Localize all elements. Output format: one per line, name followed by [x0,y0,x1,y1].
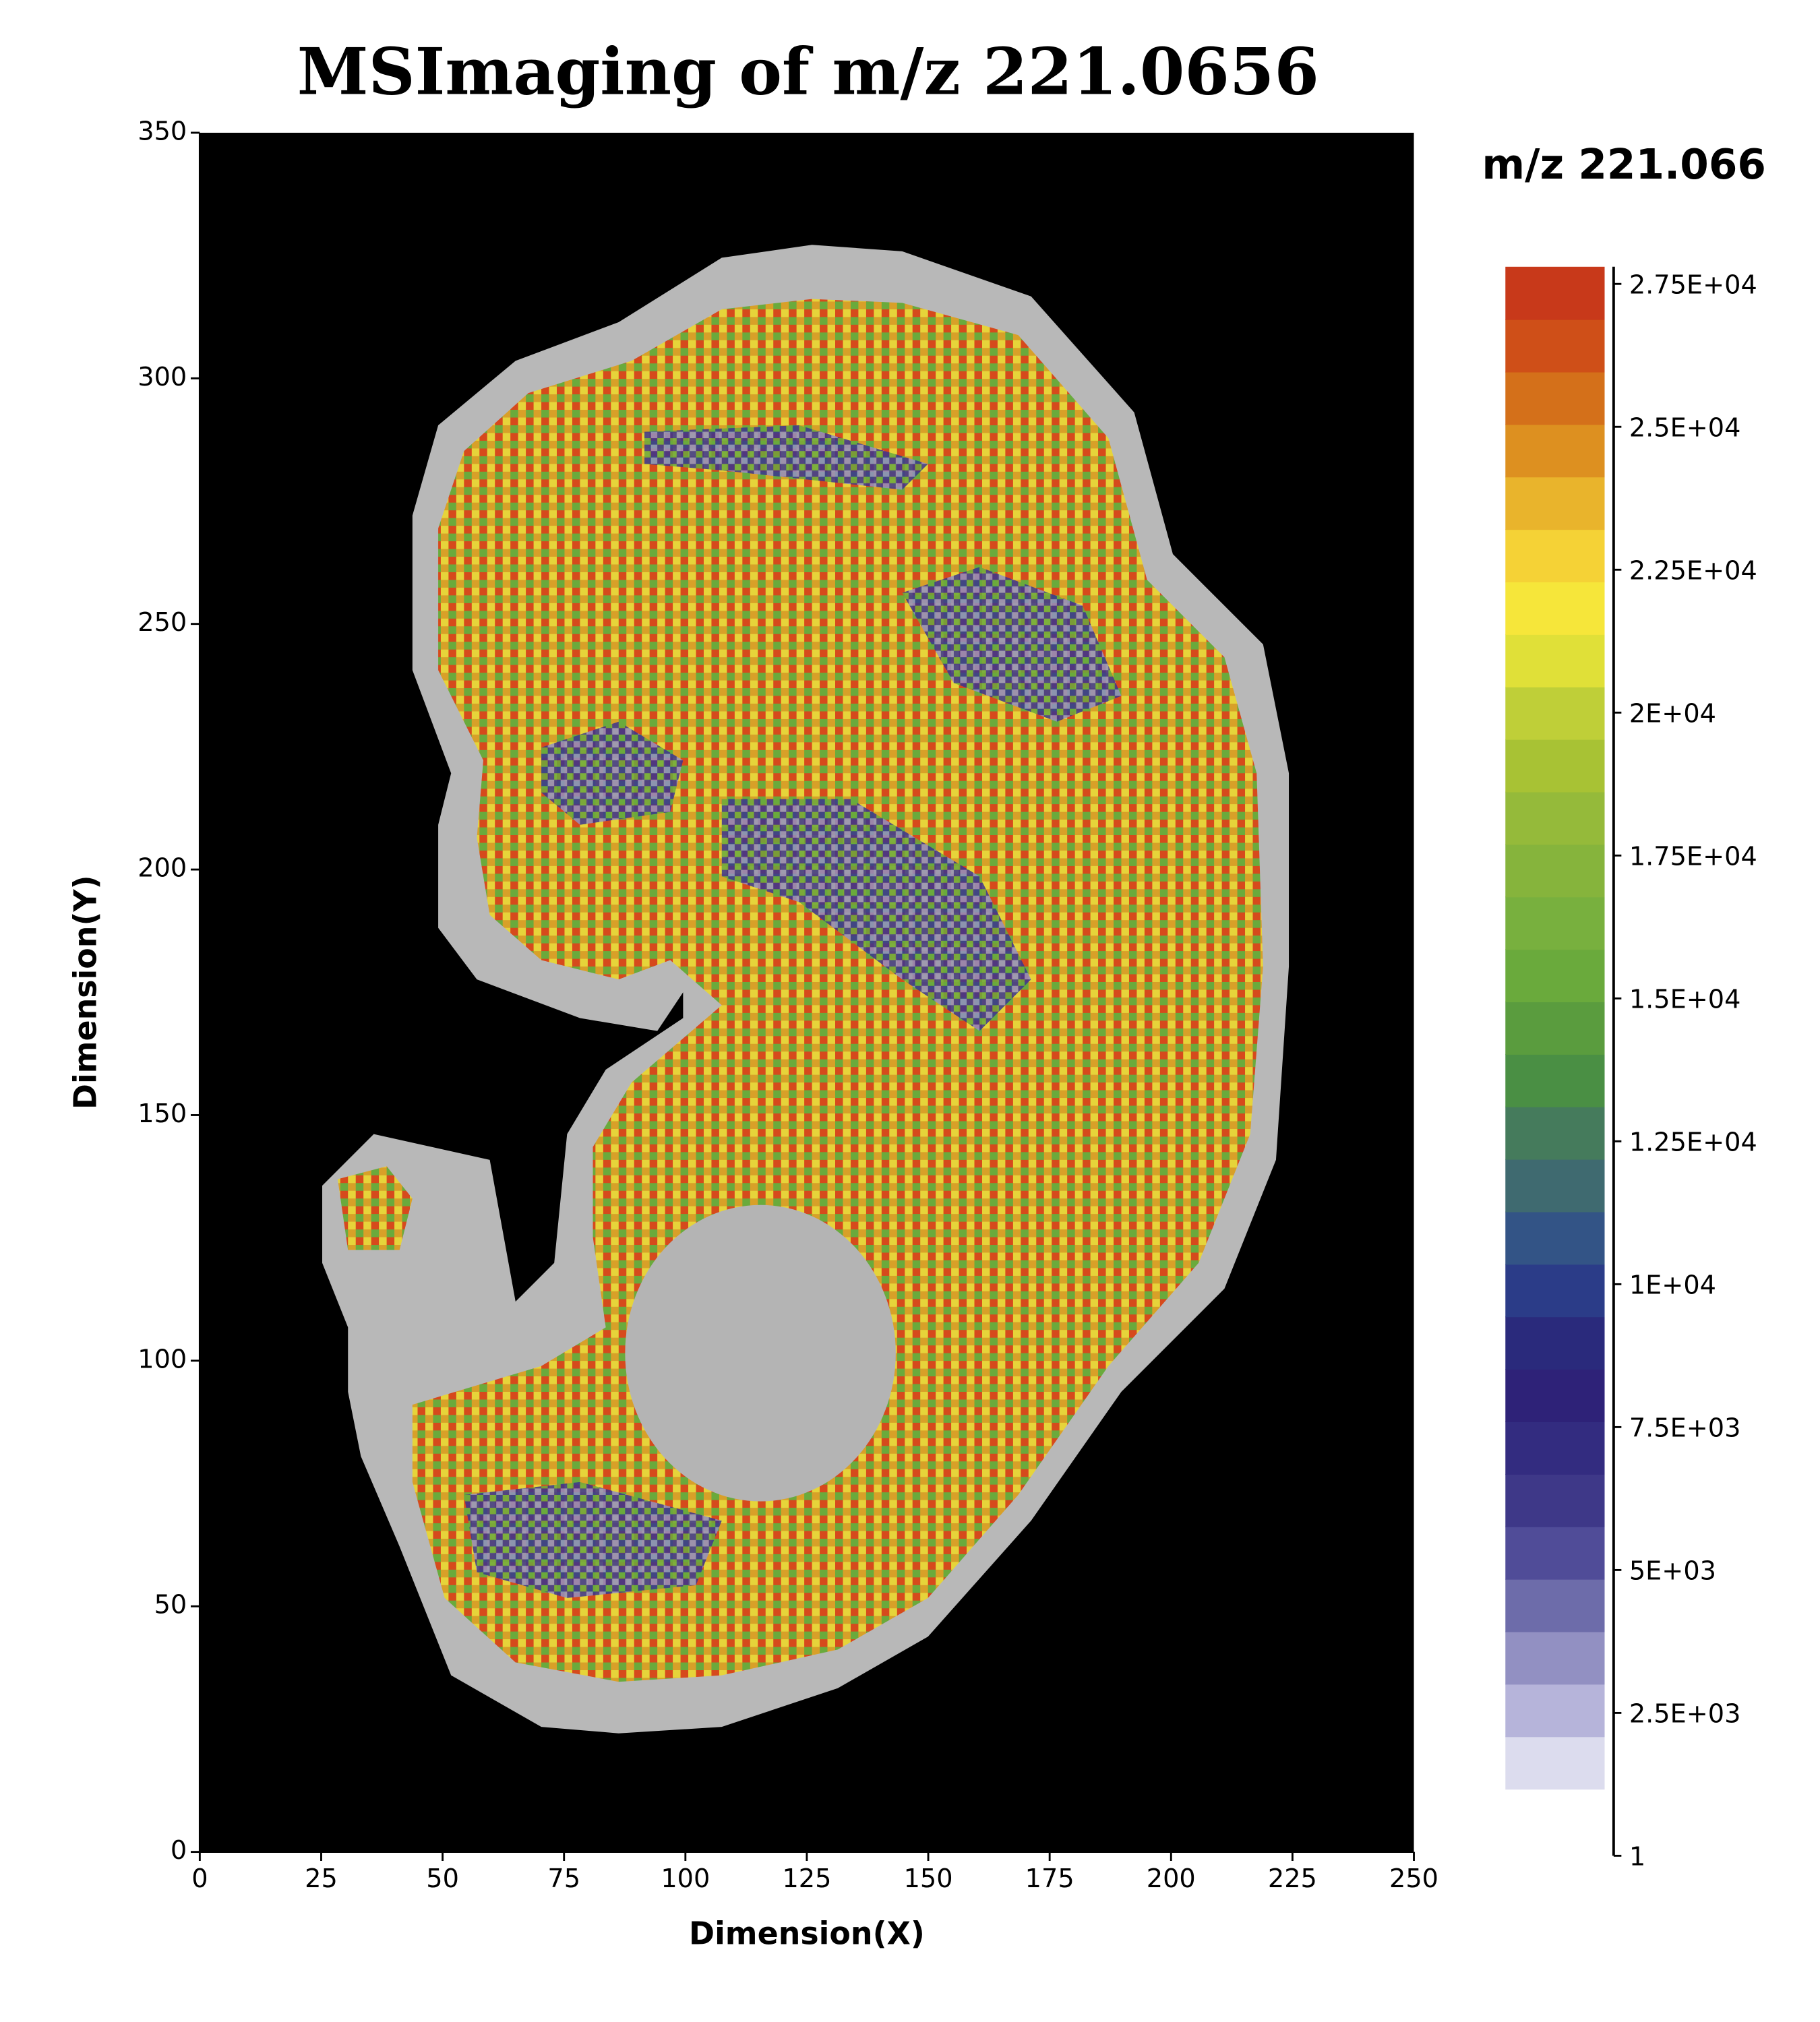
colorbar-band [1505,1211,1605,1265]
colorbar-band [1505,844,1605,898]
colorbar-title: m/z 221.066 [1482,141,1766,189]
y-tick-label: 250 [138,608,187,638]
colorbar-band [1505,634,1605,687]
colorbar-band [1505,582,1605,635]
chart-title: MSImaging of m/z 221.0656 [297,34,1319,110]
colorbar-band [1505,686,1605,740]
y-tick-label: 0 [171,1836,187,1866]
y-axis-label: Dimension(Y) [67,875,104,1109]
colorbar-band [1505,1526,1605,1580]
colorbar-band [1505,1264,1605,1318]
colorbar-tick-label: 1.5E+04 [1629,985,1741,1015]
x-axis-label: Dimension(X) [689,1915,925,1951]
colorbar-tick-label: 1.75E+04 [1629,842,1757,872]
colorbar-band [1505,1369,1605,1423]
colorbar-tick-label: 2E+04 [1629,700,1716,729]
x-tick-label: 25 [305,1864,338,1894]
y-tick-label: 150 [138,1099,187,1129]
colorbar-band [1505,791,1605,845]
colorbar-tick-label: 2.75E+04 [1629,271,1757,301]
colorbar-tick-label: 2.5E+04 [1629,414,1741,443]
colorbar-tick-label: 2.5E+03 [1629,1700,1741,1729]
colorbar-band [1505,1053,1605,1107]
colorbar-band [1505,477,1605,530]
y-tick-label: 50 [154,1591,187,1620]
colorbar-band [1505,1316,1605,1370]
x-tick-label: 0 [191,1864,208,1894]
tissue-image [322,245,1290,1734]
x-tick-label: 125 [782,1864,831,1894]
colorbar-tick-label: 1E+04 [1629,1271,1716,1301]
colorbar-band [1505,1106,1605,1160]
colorbar-band [1505,1421,1605,1475]
colorbar-band [1505,1579,1605,1632]
x-tick-label: 225 [1268,1864,1317,1894]
x-tick-label: 200 [1147,1864,1196,1894]
x-tick-label: 175 [1025,1864,1074,1894]
colorbar-tick-label: 2.25E+04 [1629,557,1757,586]
x-tick-label: 150 [904,1864,953,1894]
colorbar-band [1505,1159,1605,1213]
colorbar-band [1505,1473,1605,1527]
x-tick-label: 250 [1389,1864,1438,1894]
colorbar-band [1505,424,1605,478]
colorbar-band [1505,1684,1605,1738]
colorbar-band [1505,1631,1605,1685]
colorbar-tick-label: 1 [1629,1843,1645,1872]
x-tick-label: 50 [426,1864,459,1894]
y-tick-label: 350 [138,117,187,146]
colorbar-band [1505,371,1605,425]
colorbar-band [1505,529,1605,583]
colorbar-tick-label: 7.5E+03 [1629,1414,1741,1444]
y-tick-label: 200 [138,854,187,884]
colorbar-band [1505,1736,1605,1790]
colorbar-band [1505,266,1605,320]
colorbar-band [1505,896,1605,950]
colorbar-tick-label: 5E+03 [1629,1557,1716,1587]
colorbar-band [1505,739,1605,793]
colorbar-band [1505,1002,1605,1055]
x-tick-label: 75 [547,1864,580,1894]
y-tick-label: 100 [138,1345,187,1374]
colorbar-band [1505,949,1605,1003]
x-tick-label: 100 [661,1864,710,1894]
colorbar-band [1505,319,1605,373]
colorbar-tick-label: 1.25E+04 [1629,1128,1757,1158]
y-tick-label: 300 [138,363,187,392]
